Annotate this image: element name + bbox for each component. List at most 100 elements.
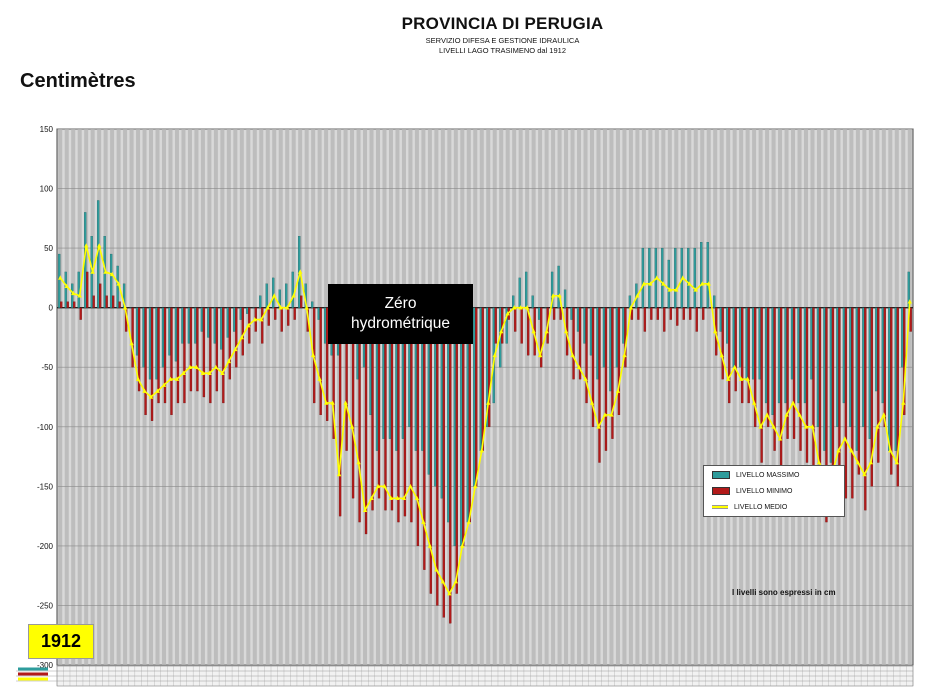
max-bar — [803, 307, 807, 404]
mean-point — [103, 269, 108, 274]
units-note: I livelli sono espressi in cm — [732, 588, 836, 597]
mean-point — [388, 495, 394, 501]
background-bar — [570, 129, 575, 665]
background-bar — [628, 129, 633, 665]
max-bar — [836, 307, 839, 427]
min-bar — [241, 307, 244, 356]
mean-point — [304, 305, 309, 310]
mean-point — [135, 376, 141, 381]
background-bar — [525, 129, 530, 665]
mean-point — [499, 328, 504, 334]
background-bar — [259, 129, 264, 665]
zero-level-annotation: Zéro hydrométrique — [328, 284, 473, 344]
background-bar — [304, 129, 309, 665]
min-bar — [695, 307, 698, 332]
max-bar — [576, 307, 580, 332]
mean-point — [142, 388, 147, 393]
min-bar — [280, 307, 283, 332]
max-bar — [764, 307, 768, 404]
mean-point — [888, 448, 893, 453]
max-bar — [233, 307, 236, 332]
max-bar — [550, 271, 554, 308]
max-bar — [622, 307, 625, 344]
max-bar — [537, 307, 541, 320]
min-bar — [215, 307, 219, 392]
mean-point — [505, 311, 510, 316]
y-tick-label: 0 — [49, 304, 54, 313]
mean-point — [842, 436, 848, 441]
zero-annotation-line2: hydrométrique — [350, 315, 451, 332]
mean-point — [777, 436, 783, 441]
chart-subtitle-2: LIVELLI LAGO TRASIMENO dal 1912 — [438, 46, 566, 55]
min-bar — [676, 307, 679, 326]
max-bar — [187, 307, 191, 344]
mean-point — [291, 293, 296, 298]
legend-swatch-max — [712, 471, 730, 479]
background-bar — [233, 129, 238, 665]
max-bar — [531, 295, 534, 308]
max-bar — [77, 271, 80, 308]
background-bar — [285, 129, 290, 665]
legend-item-mean: LIVELLO MEDIO — [712, 502, 787, 512]
min-bar — [436, 307, 439, 606]
max-bar — [168, 307, 171, 356]
min-bar — [163, 307, 167, 404]
min-bar — [150, 307, 154, 421]
mean-point — [272, 293, 277, 298]
min-bar — [300, 295, 303, 308]
mean-point — [401, 495, 407, 501]
min-bar — [235, 307, 238, 368]
min-bar — [766, 307, 770, 427]
max-bar — [641, 247, 645, 308]
mean-point — [155, 388, 160, 393]
min-bar — [455, 307, 458, 594]
mean-point — [868, 460, 874, 465]
background-bar — [265, 129, 270, 665]
background-bar — [654, 129, 659, 665]
background-bar — [58, 129, 63, 665]
max-bar — [135, 307, 139, 356]
max-bar — [700, 242, 703, 308]
max-bar — [842, 307, 846, 404]
min-bar — [870, 307, 874, 487]
mean-point — [771, 424, 776, 429]
y-tick-label: 100 — [40, 185, 54, 194]
y-tick-labels: 150 100 50 0 -50 -100 -150 -200 -250 -300 — [37, 125, 54, 670]
min-bar — [747, 307, 750, 404]
mean-point — [349, 424, 355, 429]
mean-point — [758, 424, 763, 429]
mean-point — [713, 328, 718, 334]
mean-point — [661, 281, 666, 286]
mean-point — [375, 483, 381, 489]
max-bar — [862, 307, 865, 427]
legend: LIVELLO MASSIMO LIVELLO MINIMO LIVELLO M… — [703, 465, 845, 517]
mean-point — [220, 370, 225, 375]
mean-point — [181, 370, 186, 375]
background-bar — [518, 129, 523, 665]
max-bar — [259, 295, 262, 308]
y-axis-label: Centimètres — [20, 70, 136, 92]
mean-point — [557, 293, 562, 298]
mean-point — [901, 400, 906, 405]
background-bar — [674, 129, 679, 665]
min-bar — [812, 307, 815, 475]
min-bar — [637, 307, 640, 320]
background-bar — [667, 129, 672, 665]
mean-point — [635, 293, 640, 298]
background-bar — [732, 129, 737, 665]
max-bar — [849, 307, 852, 427]
mean-point — [213, 364, 219, 370]
mean-point — [233, 346, 238, 352]
mean-point — [667, 287, 673, 292]
mean-point — [628, 305, 634, 310]
background-bar — [551, 129, 556, 665]
min-bar — [760, 307, 763, 463]
mean-point — [395, 495, 400, 501]
legend-swatch-mean — [712, 505, 728, 509]
mean-point — [486, 400, 491, 405]
mean-point — [96, 243, 102, 248]
min-bar — [267, 307, 270, 326]
mean-point — [161, 382, 167, 387]
background-bar — [103, 129, 108, 665]
background-bar — [272, 129, 277, 665]
